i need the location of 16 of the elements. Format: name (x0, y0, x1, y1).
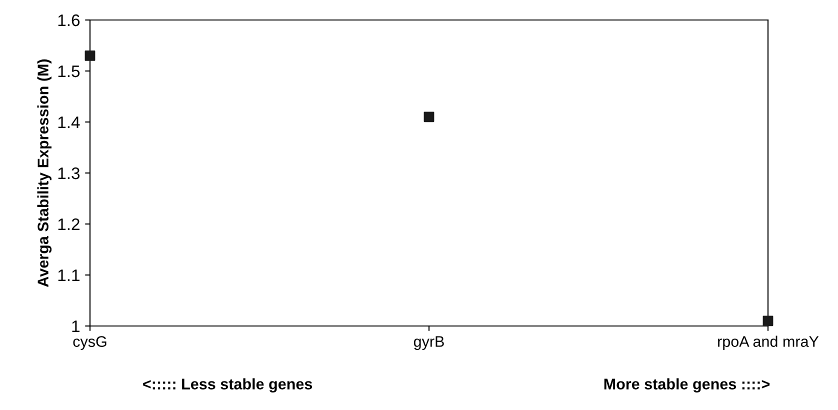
point (84, 50, 96, 61)
y-tick-label: 1.3 (58, 167, 80, 180)
y-tick-label: 1.5 (58, 66, 80, 78)
x-tick-label: gyrB (414, 336, 444, 350)
x-tick-label: rpoA and mraY (718, 336, 819, 350)
text: <::::: Less stable genes (143, 378, 312, 393)
y-axis-title: Averga Stability Expression (M) (37, 59, 52, 287)
y-tick-label: 1.6 (58, 14, 80, 26)
x-tick-label: cysG (73, 336, 106, 350)
point (424, 112, 434, 122)
y-tick-label: 1.4 (58, 116, 80, 128)
text: More stable genes ::::> (604, 378, 770, 393)
y-tick-label: 1 (72, 320, 80, 332)
y-tick-label: 1.2 (58, 218, 80, 230)
point (762, 316, 774, 326)
y-tick-label: 1.1 (58, 270, 80, 282)
